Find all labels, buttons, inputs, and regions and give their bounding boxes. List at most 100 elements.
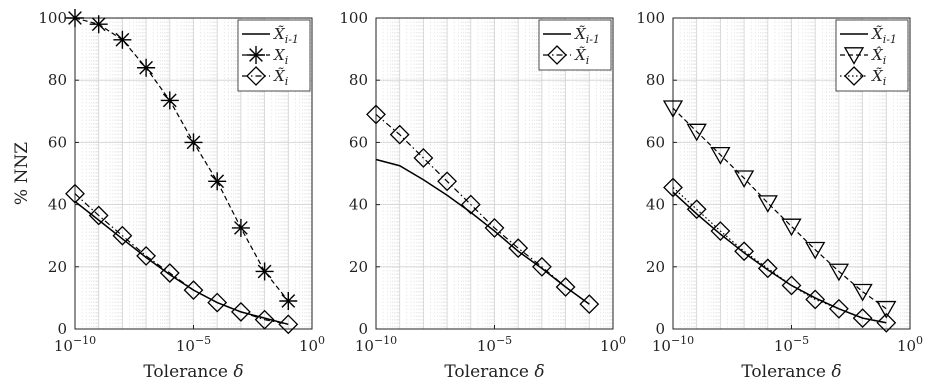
legend-label: X̃i-1 <box>273 25 299 46</box>
legend-entry: X̃i <box>242 66 288 88</box>
legend-entry: Xi <box>242 46 288 67</box>
series-3 <box>65 183 299 335</box>
y-tick-label: 80 <box>48 71 67 89</box>
x-tick-label: 100 <box>897 334 923 355</box>
chart-panel-1: 0 20 40 60 80 100 10−10 10−5 100 Tolerance δ % NNZ… <box>12 9 325 382</box>
data-point-diamond <box>686 199 707 220</box>
y-axis-label: % NNZ <box>12 142 32 205</box>
data-point-diamond <box>112 225 133 246</box>
data-point-asterisk <box>255 262 274 281</box>
y-tick-label: 40 <box>646 196 665 214</box>
data-point-diamond <box>508 238 529 259</box>
series-line <box>74 200 289 326</box>
x-tick-label: 10−5 <box>176 334 211 355</box>
y-tick-label: 80 <box>349 71 368 89</box>
legend-marker-diamond <box>547 45 567 65</box>
data-point-triangle-down <box>805 241 826 260</box>
x-tick-label: 10−5 <box>477 334 512 355</box>
data-point-diamond <box>65 183 85 204</box>
data-point-triangle-down <box>876 300 897 319</box>
data-point-asterisk <box>208 172 227 191</box>
legend-marker-diamond <box>844 66 864 86</box>
chart-panel-3: 0 20 40 60 80 100 10−10 10−5 100 Tolerance δ X̃i-1… <box>636 9 923 382</box>
data-point-diamond <box>663 177 683 198</box>
x-tick-label: 100 <box>600 334 626 355</box>
x-axis-label: Tolerance δ <box>444 362 544 382</box>
data-point-diamond <box>437 171 458 192</box>
data-point-asterisk <box>184 133 203 152</box>
data-point-triangle-down <box>781 218 802 237</box>
legend-entry: X̃i <box>840 66 886 88</box>
data-point-diamond <box>230 301 251 322</box>
legend-entry: X̃i-1 <box>840 25 897 46</box>
data-point-asterisk <box>89 15 108 34</box>
data-point-asterisk <box>279 292 298 311</box>
legend-marker-asterisk <box>247 46 265 64</box>
legend-label: X̃i-1 <box>574 25 600 46</box>
series-1 <box>74 200 289 326</box>
x-axis-label: Tolerance δ <box>741 362 841 382</box>
data-point-triangle-down <box>852 283 873 302</box>
data-point-asterisk <box>113 30 132 49</box>
legend-marker-triangle-down <box>843 47 865 65</box>
y-tick-label: 100 <box>38 9 67 27</box>
legend-label: X̃i-1 <box>871 25 897 46</box>
series-line <box>375 158 590 305</box>
data-point-diamond <box>183 280 204 301</box>
legend-label: Xi <box>273 46 288 67</box>
legend: X̃i-1X̃i <box>538 19 612 71</box>
data-point-diamond <box>484 218 505 238</box>
legend-entry: X̃i-1 <box>543 25 600 46</box>
legend-label: X̂i <box>871 46 886 67</box>
data-point-triangle-down <box>662 100 684 119</box>
legend-entry: X̃i <box>543 45 589 67</box>
y-tick-label: 20 <box>349 258 368 276</box>
data-point-asterisk <box>231 218 250 237</box>
data-point-diamond <box>88 205 109 226</box>
series-2 <box>366 104 600 315</box>
data-point-diamond <box>734 241 755 262</box>
data-point-diamond <box>876 312 897 333</box>
data-point-diamond <box>254 309 275 330</box>
data-point-triangle-down <box>710 146 731 165</box>
data-point-diamond <box>852 308 873 329</box>
y-tick-label: 100 <box>339 9 368 27</box>
y-tick-label: 0 <box>655 320 665 338</box>
x-tick-label: 10−10 <box>652 334 694 355</box>
y-tick-label: 40 <box>48 196 67 214</box>
legend-label: X̃i <box>871 67 886 88</box>
data-point-diamond <box>805 289 826 310</box>
legend-entry: X̂i <box>840 46 886 67</box>
y-tick-label: 20 <box>48 258 67 276</box>
y-tick-label: 60 <box>48 133 67 151</box>
x-tick-label: 10−5 <box>774 334 809 355</box>
data-point-triangle-down <box>733 170 755 189</box>
legend-label: X̃i <box>273 67 288 88</box>
series-2 <box>662 100 897 319</box>
data-point-diamond <box>579 294 600 315</box>
x-tick-label: 10−10 <box>54 334 96 355</box>
series-1 <box>672 191 887 324</box>
data-point-diamond <box>757 258 778 279</box>
series-line <box>74 193 289 325</box>
data-point-asterisk <box>66 9 84 27</box>
data-point-asterisk <box>160 91 179 110</box>
chart-panel-2: 0 20 40 60 80 100 10−10 10−5 100 Tolerance δ X̃i-1… <box>339 9 626 382</box>
x-axis-label: Tolerance δ <box>143 362 243 382</box>
data-point-diamond <box>413 148 434 168</box>
y-tick-label: 60 <box>646 133 665 151</box>
y-tick-label: 80 <box>646 71 665 89</box>
data-point-diamond <box>460 194 481 215</box>
data-point-diamond <box>828 298 849 319</box>
series-line <box>672 187 887 324</box>
data-point-triangle-down <box>757 195 778 213</box>
legend-label: X̃i <box>574 46 589 67</box>
series-3 <box>663 177 897 333</box>
x-tick-label: 100 <box>299 334 325 355</box>
data-point-diamond <box>207 292 228 313</box>
series-1 <box>375 158 590 305</box>
data-point-triangle-down <box>828 263 850 282</box>
y-tick-label: 40 <box>349 196 368 214</box>
